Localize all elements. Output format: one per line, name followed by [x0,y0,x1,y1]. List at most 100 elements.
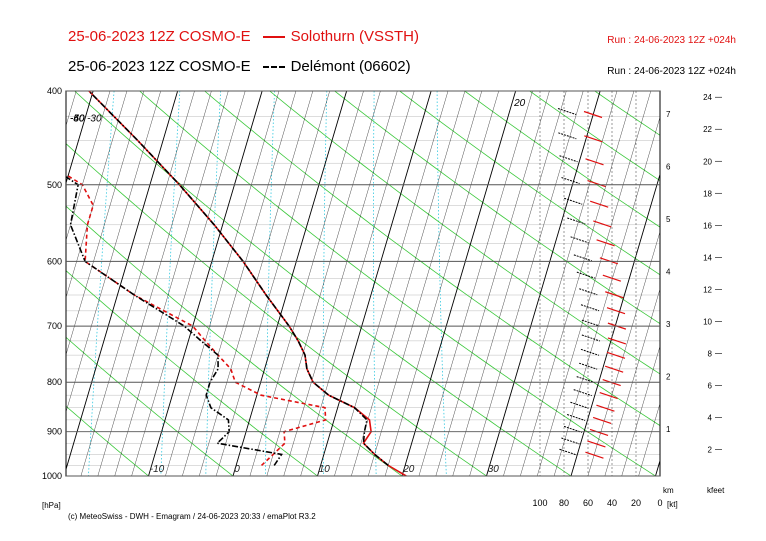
solothurn-wind-barb [589,428,609,436]
solothurn-wind-barb [583,110,603,119]
kfeet-tick-label: 6 [708,381,713,390]
run-info-2: Run : 24-06-2023 12Z +024h [607,66,736,77]
isotherm-minor [384,91,499,476]
wind-speed-tick-label: 20 [631,498,641,508]
pressure-tick-label: 700 [47,321,62,331]
km-tick-label: 5 [666,215,671,224]
isotherm-major [317,91,432,476]
kfeet-tick-label: 20 [703,157,712,166]
solothurn-wind-barb [593,220,612,228]
kfeet-tick-label: 18 [703,189,712,198]
isotherm-major [401,91,517,476]
wind-speed-tick-label: 100 [532,498,547,508]
solothurn-legend-line [262,36,285,39]
kfeet-tick-label: 4 [708,413,713,422]
solothurn-wind-barb [604,365,624,373]
solothurn-wind-barb [587,440,606,448]
solothurn-wind-barb [602,274,622,282]
pressure-tick-label: 1000 [42,471,62,481]
isotherm-minor [638,402,660,476]
dry-adiabat-line [66,405,150,476]
dry-adiabat-line [529,91,660,182]
km-tick-label: 4 [666,267,671,276]
isotherm-minor [537,91,651,476]
isotherm-major [740,91,766,476]
isotherm-minor [520,91,635,476]
isotherm-minor [0,91,59,476]
isotherm-minor [114,91,229,476]
dry-adiabat-line [74,91,572,476]
delemont-wind-barb [570,401,589,409]
isotherm-minor [66,91,77,127]
isotherm-minor [351,91,466,476]
delemont-wind-barb [559,448,578,456]
solothurn-wind-barb [585,451,604,459]
isotherm-major [148,91,263,476]
delemont-wind-barb [557,108,577,115]
isotherm-minor [587,231,660,476]
temperature-tick-label: 30 [488,464,500,475]
kfeet-tick-label: 2 [708,445,713,454]
temperature-tick-label: -10 [150,464,165,475]
isotherm-label: -30 [87,114,102,125]
kfeet-tick-label: 24 [703,93,712,102]
isotherm-major [486,91,601,476]
header-line-2: 25-06-2023 12Z COSMO-E Delémont (06602) [68,58,411,75]
isotherm-label: -60 [70,114,85,125]
mixing-ratio-line [160,91,181,476]
dry-adiabat-line [66,270,319,476]
solothurn-dewpoint-line [66,173,327,466]
header-line-1: 25-06-2023 12Z COSMO-E Solothurn (VSSTH) [68,28,419,45]
wind-speed-tick-label: 80 [559,498,569,508]
isotherm-minor [131,91,246,476]
pressure-tick-label: 500 [47,180,62,190]
isotherm-label: 20 [513,98,526,109]
isotherm-minor [0,91,42,476]
isotherm-minor [66,91,144,356]
delemont-wind-barb [561,437,580,445]
delemont-wind-barb [567,217,586,225]
isotherm-minor [249,91,364,476]
isotherm-minor [266,91,381,476]
dry-adiabat-line [725,91,766,476]
solothurn-wind-barb [605,291,624,299]
delemont-temperature-line [88,91,389,467]
solothurn-wind-barb [587,179,606,188]
solothurn-wind-barb [590,200,609,208]
solothurn-wind-barb [599,392,618,400]
header-line-2-station: Delémont (06602) [290,58,411,75]
solothurn-wind-barb [606,351,626,359]
delemont-wind-barb [559,155,578,163]
delemont-legend-line [262,66,285,69]
delemont-wind-barb [580,348,600,356]
header-line-1-text: 25-06-2023 12Z COSMO-E [68,28,251,45]
isotherm-minor [621,345,660,476]
footer-credit: (c) MeteoSwiss - DWH - Emagram / 24-06-2… [68,512,316,521]
solothurn-wind-barb [596,239,615,247]
isotherm-major [232,91,348,476]
delemont-wind-barb [576,376,595,384]
dry-adiabat-line [594,91,660,136]
isotherm-minor [66,91,111,241]
run-info-1: Run : 24-06-2023 12Z +024h [607,35,736,46]
header-line-2-text: 25-06-2023 12Z COSMO-E [68,58,251,75]
kfeet-unit-label: kfeet [707,486,725,495]
kfeet-tick-label: 22 [703,125,712,134]
isotherm-minor [66,91,161,413]
pressure-unit-label: [hPa] [42,501,61,510]
kfeet-tick-label: 14 [703,253,712,262]
solothurn-wind-barb [596,404,615,412]
delemont-wind-barb [579,362,598,370]
isotherm-label: -50 [70,114,85,125]
isotherm-minor [469,91,584,476]
isotherm-minor [418,91,533,476]
isotherm-minor [199,91,313,476]
delemont-wind-barb [576,271,595,279]
isotherm-major [66,91,179,471]
mixing-ratio-line [21,91,53,476]
wind-speed-tick-label: 60 [583,498,593,508]
isotherm-major [0,91,9,476]
delemont-wind-barb [558,132,577,140]
solothurn-wind-barb [607,337,627,345]
